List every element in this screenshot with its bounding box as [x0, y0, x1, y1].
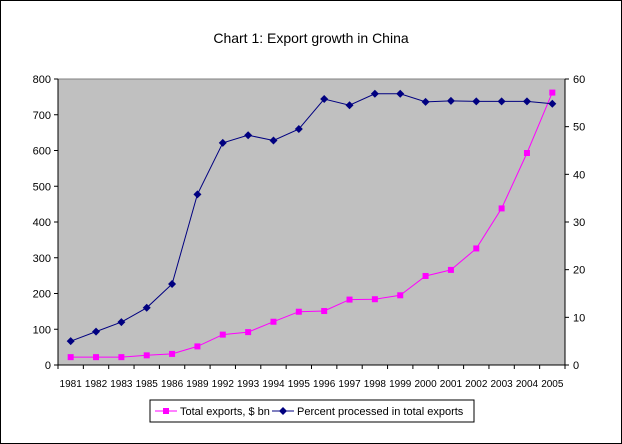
legend-box [149, 399, 475, 423]
x-tick-label: 2001 [440, 379, 463, 390]
data-point-total-exports-bn [118, 354, 125, 361]
x-tick-label: 1992 [212, 379, 235, 390]
data-point-percent-processed-in-total-exports [269, 136, 278, 145]
y-left-tick-label: 700 [33, 110, 51, 122]
data-point-percent-processed-in-total-exports [396, 89, 405, 98]
data-point-percent-processed-in-total-exports [66, 337, 75, 346]
data-point-total-exports-bn [422, 272, 429, 279]
y-right-tick-label: 30 [573, 217, 585, 229]
data-point-percent-processed-in-total-exports [421, 97, 430, 106]
data-point-total-exports-bn [295, 308, 302, 315]
y-left-tick-label: 200 [33, 289, 51, 301]
data-point-total-exports-bn [498, 205, 505, 212]
x-tick-label: 2004 [516, 379, 539, 390]
data-point-percent-processed-in-total-exports [142, 303, 151, 312]
data-point-total-exports-bn [169, 350, 176, 357]
x-tick-label: 1996 [313, 379, 336, 390]
data-point-total-exports-bn [447, 266, 454, 273]
data-point-total-exports-bn [549, 89, 556, 96]
data-point-percent-processed-in-total-exports [117, 318, 126, 327]
data-point-percent-processed-in-total-exports [193, 190, 202, 199]
data-point-percent-processed-in-total-exports [218, 138, 227, 147]
x-tick-label: 2003 [491, 379, 514, 390]
legend-label-percent-processed: Percent processed in total exports [297, 406, 464, 418]
y-right-tick-label: 60 [573, 74, 585, 86]
y-left-tick-label: 0 [45, 360, 51, 372]
data-point-total-exports-bn [245, 329, 252, 336]
x-tick-label: 2002 [465, 379, 488, 390]
data-point-total-exports-bn [270, 318, 277, 325]
y-right-tick-label: 0 [573, 360, 579, 372]
data-point-percent-processed-in-total-exports [446, 96, 455, 105]
data-point-total-exports-bn [397, 292, 404, 299]
data-point-total-exports-bn [371, 296, 378, 303]
data-point-percent-processed-in-total-exports [168, 279, 177, 288]
data-point-percent-processed-in-total-exports [320, 95, 329, 104]
legend-marker-percent-processed [279, 407, 287, 415]
data-point-percent-processed-in-total-exports [497, 97, 506, 106]
x-tick-label: 1997 [338, 379, 361, 390]
x-tick-label: 1999 [389, 379, 412, 390]
data-point-percent-processed-in-total-exports [92, 327, 101, 336]
x-tick-label: 1981 [60, 379, 83, 390]
chart-title: Chart 1: Export growth in China [213, 30, 409, 46]
data-point-total-exports-bn [93, 354, 100, 361]
y-right-tick-label: 20 [573, 265, 585, 277]
data-point-percent-processed-in-total-exports [522, 97, 531, 106]
y-right-tick-label: 40 [573, 169, 585, 181]
data-point-total-exports-bn [346, 296, 353, 303]
x-tick-label: 1994 [262, 379, 285, 390]
series-line-percent-processed-in-total-exports [70, 93, 553, 342]
y-left-tick-label: 100 [33, 324, 51, 336]
y-right-tick-label: 50 [573, 122, 585, 134]
y-left-tick-label: 800 [33, 74, 51, 86]
x-tick-label: 1993 [237, 379, 260, 390]
y-left-tick-label: 500 [33, 181, 51, 193]
plot-area [57, 78, 566, 366]
data-point-total-exports-bn [219, 331, 226, 338]
x-tick-label: 1998 [364, 379, 387, 390]
x-tick-label: 1983 [110, 379, 133, 390]
y-right-tick-label: 10 [573, 312, 585, 324]
data-point-percent-processed-in-total-exports [472, 97, 481, 106]
x-tick-label: 1986 [161, 379, 184, 390]
axes: 0 100 200 300 400 500 600 700 800 0 10 20 30 40 50 60 19… [33, 74, 586, 390]
series-line-total-exports-bn [70, 92, 553, 358]
data-point-percent-processed-in-total-exports [345, 101, 354, 110]
x-tick-label: 1989 [186, 379, 209, 390]
x-tick-label: 2005 [541, 379, 564, 390]
y-left-tick-label: 400 [33, 217, 51, 229]
data-point-percent-processed-in-total-exports [370, 89, 379, 98]
data-point-total-exports-bn [473, 245, 480, 252]
data-point-total-exports-bn [67, 354, 74, 361]
x-tick-label: 1995 [288, 379, 311, 390]
legend-label-total-exports: Total exports, $ bn [180, 406, 270, 418]
data-point-total-exports-bn [321, 308, 328, 315]
series-layer [66, 89, 557, 361]
x-tick-label: 2000 [414, 379, 437, 390]
data-point-total-exports-bn [143, 352, 150, 359]
legend-marker-total-exports [163, 408, 169, 414]
y-left-tick-label: 300 [33, 253, 51, 265]
data-point-percent-processed-in-total-exports [294, 125, 303, 134]
data-point-percent-processed-in-total-exports [244, 131, 253, 140]
y-left-tick-label: 600 [33, 146, 51, 158]
data-point-total-exports-bn [523, 150, 530, 157]
x-tick-label: 1982 [85, 379, 108, 390]
legend: Total exports, $ bn Percent processed in… [149, 399, 475, 423]
data-point-percent-processed-in-total-exports [548, 99, 557, 108]
data-point-total-exports-bn [194, 343, 201, 350]
x-tick-label: 1985 [136, 379, 159, 390]
